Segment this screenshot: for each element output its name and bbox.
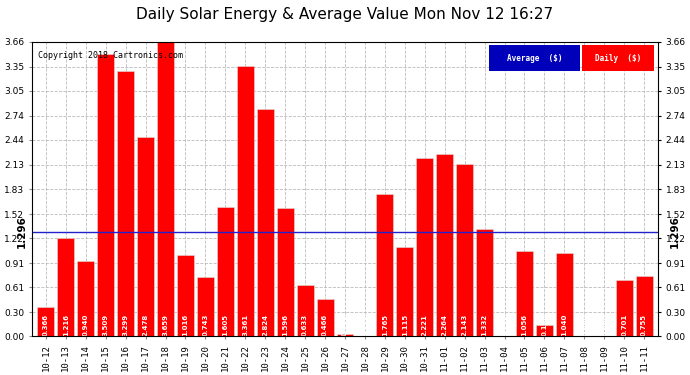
Text: 3.299: 3.299: [123, 314, 128, 336]
Text: 1.296: 1.296: [17, 216, 27, 249]
Bar: [277, 208, 294, 336]
Bar: [635, 276, 653, 336]
Bar: [476, 229, 493, 336]
Text: 0.030: 0.030: [342, 314, 348, 336]
Text: 0.466: 0.466: [322, 314, 328, 336]
Text: 3.361: 3.361: [242, 314, 248, 336]
Text: Daily  ($): Daily ($): [595, 54, 641, 63]
Text: 1.115: 1.115: [402, 314, 408, 336]
Bar: [436, 154, 453, 336]
Bar: [157, 42, 174, 336]
Text: Average  ($): Average ($): [506, 54, 562, 63]
Text: 2.143: 2.143: [462, 313, 468, 336]
Bar: [536, 326, 553, 336]
Bar: [556, 253, 573, 336]
Text: 1.016: 1.016: [182, 314, 188, 336]
Text: 0.000: 0.000: [601, 314, 607, 336]
Text: 2.478: 2.478: [143, 313, 148, 336]
Text: 1.332: 1.332: [482, 314, 488, 336]
Text: 1.596: 1.596: [282, 314, 288, 336]
Bar: [317, 299, 333, 336]
Bar: [97, 54, 114, 336]
Bar: [456, 164, 473, 336]
Bar: [377, 194, 393, 336]
Text: 0.000: 0.000: [362, 314, 368, 336]
Bar: [396, 247, 413, 336]
Text: 0.743: 0.743: [202, 313, 208, 336]
Text: 0.135: 0.135: [542, 314, 547, 336]
Bar: [177, 255, 194, 336]
FancyBboxPatch shape: [489, 45, 580, 71]
Bar: [237, 66, 254, 336]
Bar: [117, 71, 134, 336]
Text: Copyright 2018 Cartronics.com: Copyright 2018 Cartronics.com: [38, 51, 183, 60]
Bar: [337, 334, 353, 336]
Text: 0.940: 0.940: [83, 313, 89, 336]
Bar: [297, 285, 313, 336]
Bar: [615, 280, 633, 336]
Bar: [516, 251, 533, 336]
Text: 1.040: 1.040: [562, 313, 567, 336]
Text: 1.056: 1.056: [522, 314, 527, 336]
Text: 0.000: 0.000: [502, 314, 508, 336]
Text: 1.296: 1.296: [670, 216, 680, 249]
Text: 2.824: 2.824: [262, 314, 268, 336]
Text: 2.264: 2.264: [442, 314, 448, 336]
Text: 1.765: 1.765: [382, 314, 388, 336]
Text: 0.755: 0.755: [641, 314, 647, 336]
Text: 0.633: 0.633: [302, 314, 308, 336]
Text: 3.509: 3.509: [103, 314, 109, 336]
Text: 1.605: 1.605: [222, 314, 228, 336]
Bar: [57, 238, 75, 336]
Bar: [197, 276, 214, 336]
Bar: [77, 261, 95, 336]
Text: 3.659: 3.659: [163, 314, 168, 336]
Text: Daily Solar Energy & Average Value Mon Nov 12 16:27: Daily Solar Energy & Average Value Mon N…: [137, 8, 553, 22]
Bar: [137, 137, 154, 336]
Bar: [416, 158, 433, 336]
Text: 1.216: 1.216: [63, 314, 69, 336]
Bar: [37, 307, 55, 336]
Text: 2.221: 2.221: [422, 314, 428, 336]
Text: 0.366: 0.366: [43, 314, 49, 336]
Text: 0.000: 0.000: [581, 314, 587, 336]
Bar: [257, 109, 274, 336]
FancyBboxPatch shape: [582, 45, 653, 71]
Text: 0.701: 0.701: [621, 313, 627, 336]
Bar: [217, 207, 234, 336]
